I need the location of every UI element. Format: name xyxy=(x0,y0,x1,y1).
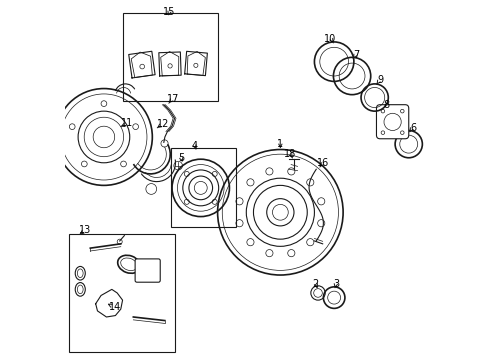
Text: 5: 5 xyxy=(178,153,184,163)
FancyBboxPatch shape xyxy=(376,105,408,139)
Text: 15: 15 xyxy=(163,7,175,17)
Text: 12: 12 xyxy=(156,119,168,129)
Text: 18: 18 xyxy=(283,149,295,159)
Text: 8: 8 xyxy=(382,100,388,110)
Text: 2: 2 xyxy=(311,279,318,289)
Text: 17: 17 xyxy=(166,94,179,104)
Bar xyxy=(122,13,217,101)
Text: 10: 10 xyxy=(324,34,336,44)
Text: 14: 14 xyxy=(109,302,122,312)
Circle shape xyxy=(272,204,287,220)
Text: 7: 7 xyxy=(352,50,359,60)
Text: 11: 11 xyxy=(121,118,133,128)
Text: 1: 1 xyxy=(277,139,283,149)
Text: 3: 3 xyxy=(332,279,339,289)
Text: 9: 9 xyxy=(377,75,383,85)
Text: 16: 16 xyxy=(317,158,329,168)
Text: 4: 4 xyxy=(191,140,197,150)
Bar xyxy=(171,148,235,226)
Bar xyxy=(69,234,174,352)
Text: 13: 13 xyxy=(79,225,91,235)
Text: 6: 6 xyxy=(410,123,416,133)
FancyBboxPatch shape xyxy=(135,259,160,282)
